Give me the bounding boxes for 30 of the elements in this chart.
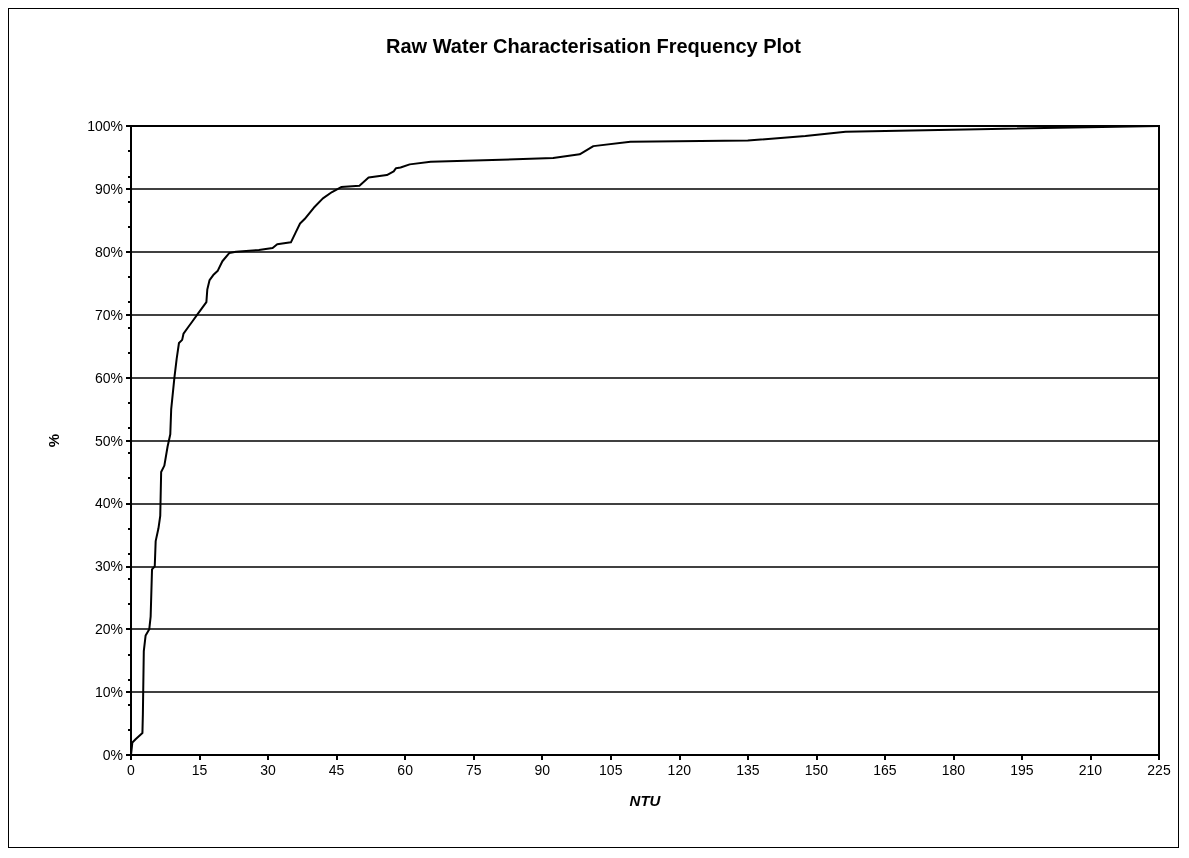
x-tick-label: 195 (1010, 762, 1034, 778)
x-tick-label: 180 (941, 762, 966, 778)
x-tick-label: 120 (667, 762, 692, 778)
y-tick-label: 60% (94, 369, 123, 386)
y-tick-label: 70% (94, 306, 123, 323)
x-tick-label: 90 (534, 762, 551, 778)
x-tick-label: 60 (397, 762, 414, 778)
chart-title: Raw Water Characterisation Frequency Plot (386, 35, 802, 57)
y-tick-label: 30% (94, 558, 123, 575)
x-tick-label: 0 (127, 762, 136, 778)
y-tick-label: 80% (94, 243, 123, 260)
y-tick-label: 40% (94, 495, 123, 512)
x-tick-label: 30 (260, 762, 277, 778)
x-tick-label: 15 (191, 762, 208, 778)
x-tick-label: 135 (736, 762, 760, 778)
y-tick-label: 50% (94, 432, 123, 449)
x-tick-label: 165 (873, 762, 897, 778)
x-tick-label: 225 (1147, 762, 1171, 778)
x-tick-label: 45 (328, 762, 345, 778)
x-tick-label: 75 (465, 762, 482, 778)
y-tick-label: 90% (94, 180, 123, 197)
y-tick-label: 100% (87, 118, 123, 134)
x-tick-label: 105 (599, 762, 623, 778)
x-tick-label: 150 (804, 762, 829, 778)
x-tick-label: 210 (1078, 762, 1103, 778)
y-tick-label: 0% (102, 747, 123, 763)
y-tick-label: 10% (94, 684, 123, 701)
y-tick-label: 20% (94, 621, 123, 638)
y-axis-title: % (45, 433, 62, 448)
x-axis-title: NTU (629, 792, 662, 809)
